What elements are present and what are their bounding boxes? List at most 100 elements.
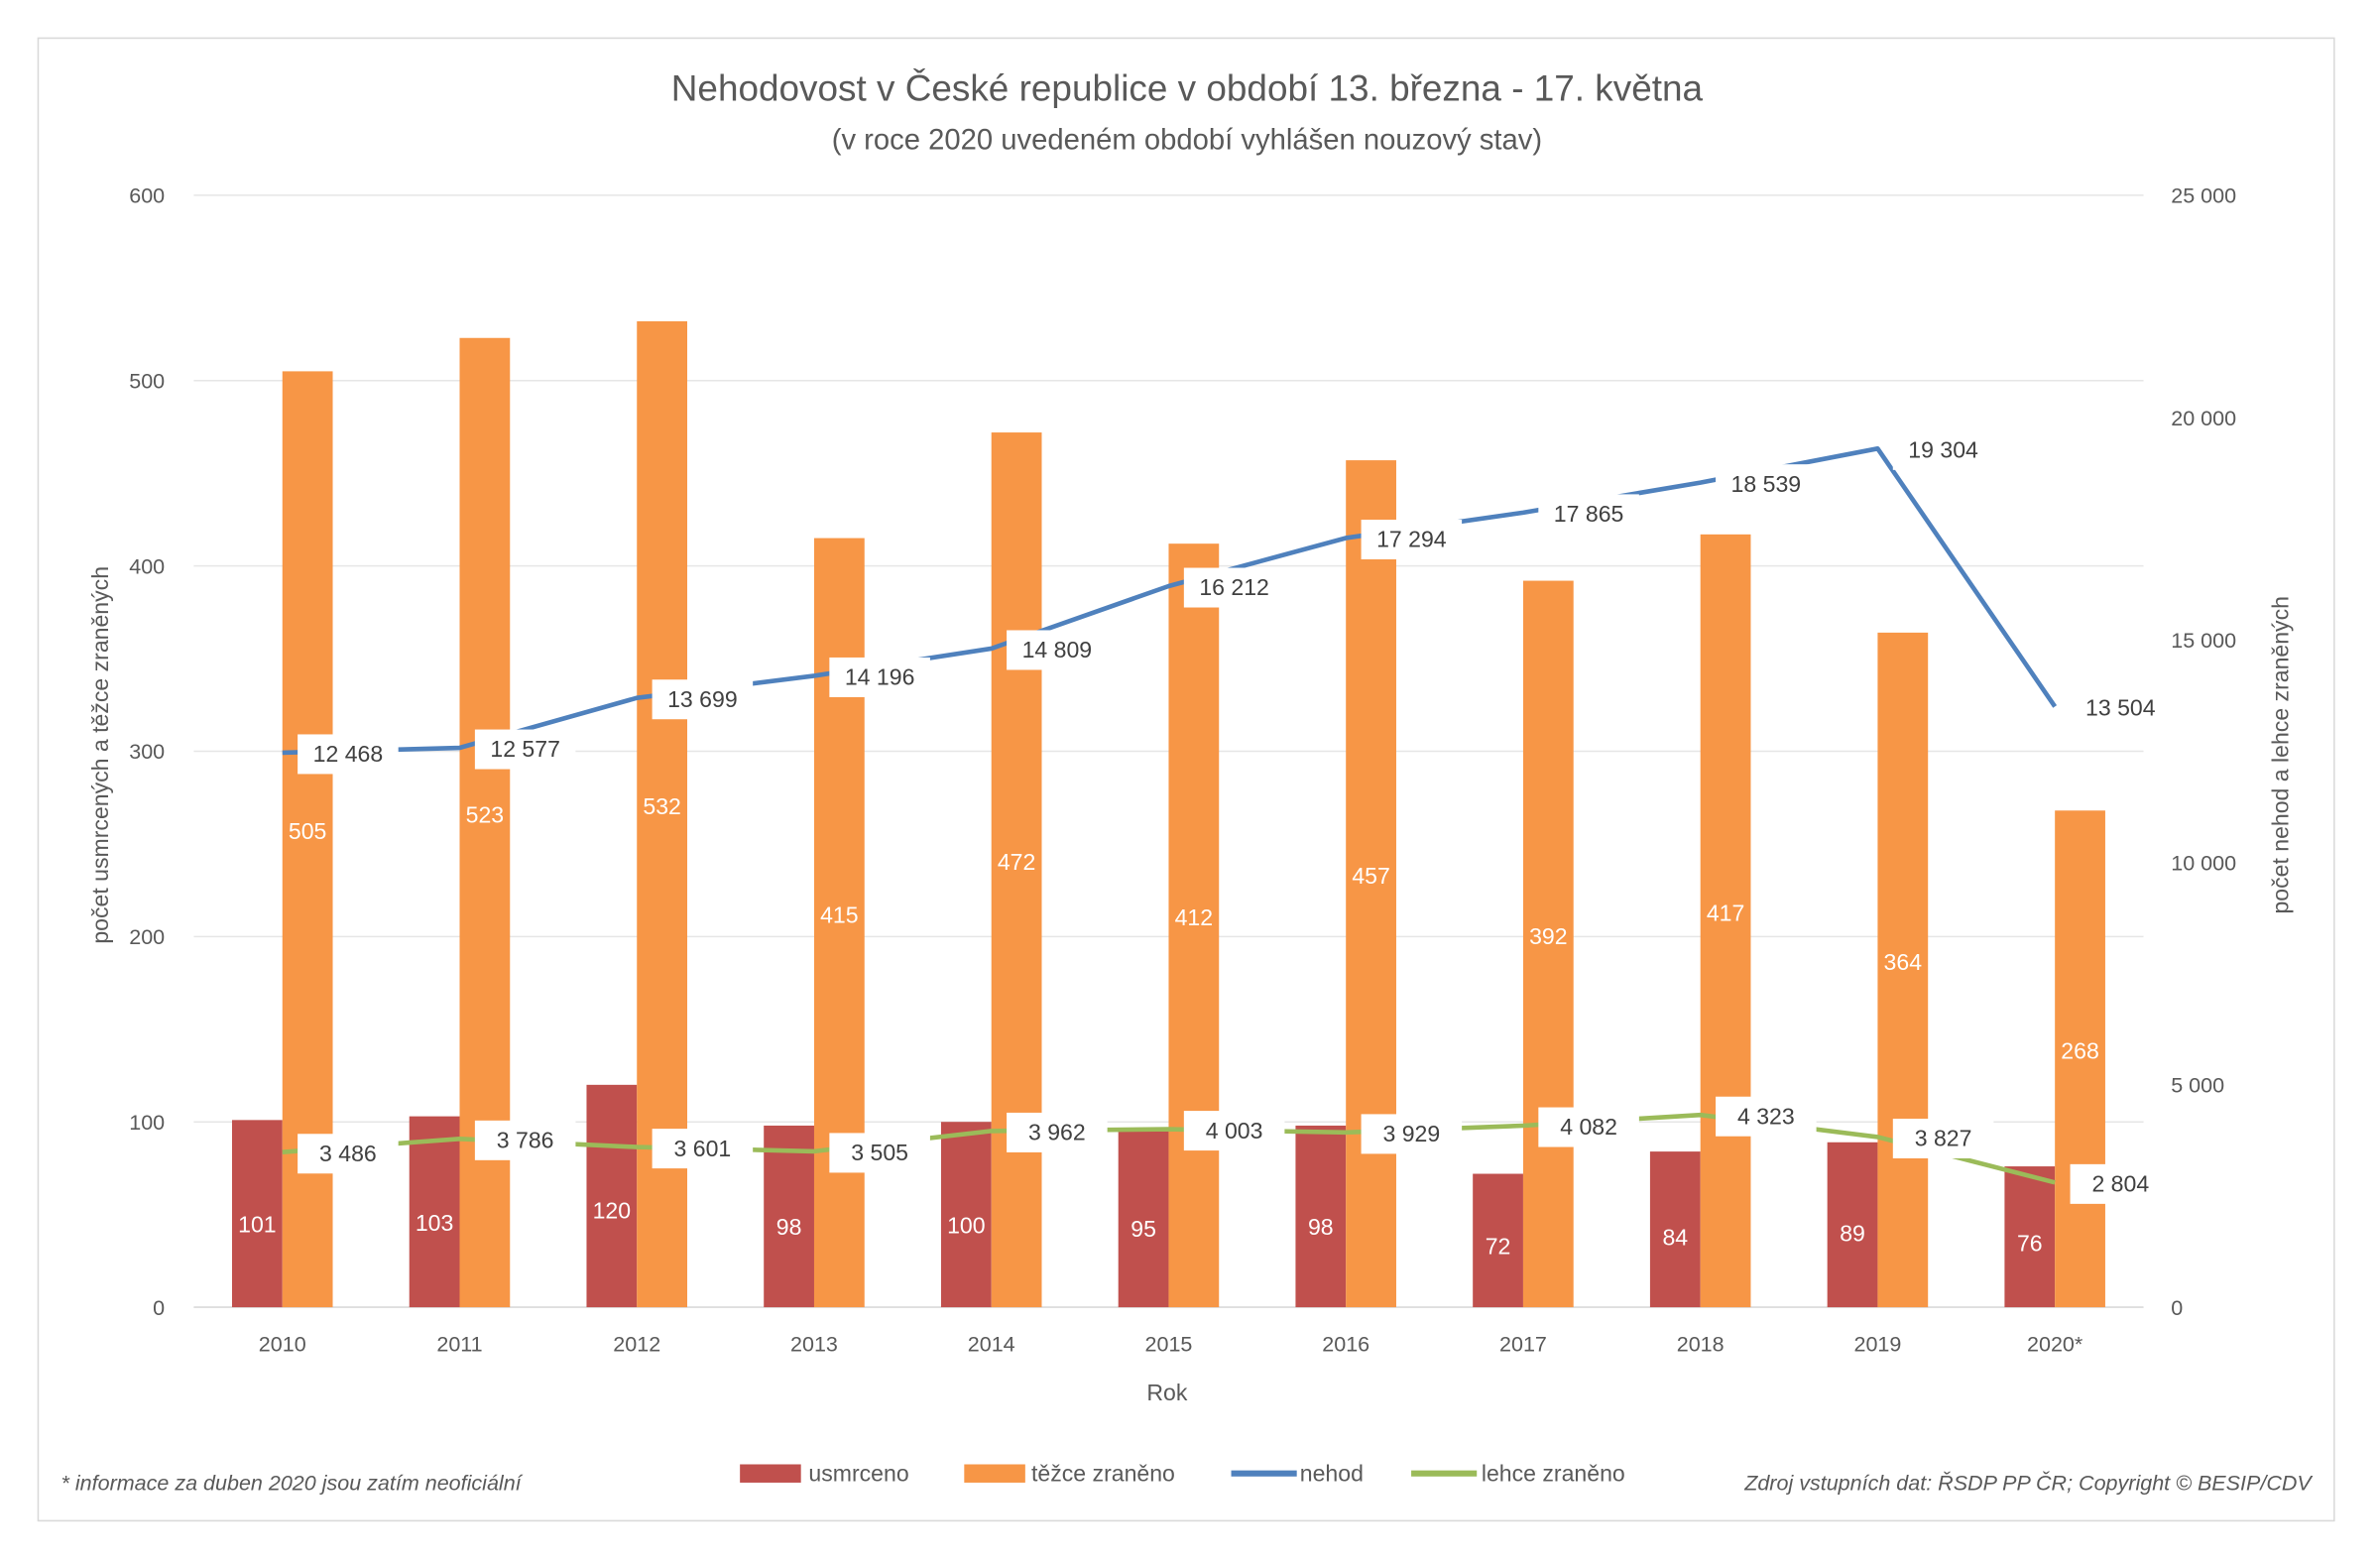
line-label-box (1716, 464, 1817, 505)
bar-usmrceno (1827, 1142, 1878, 1308)
line-label-box (1007, 1112, 1108, 1152)
legend-label-lehce-zraneno: lehce zraněno (1482, 1460, 1625, 1486)
line-data-label: 3 827 (1915, 1126, 1972, 1151)
line-data-label: 2 804 (2091, 1171, 2149, 1197)
line-label-box (1716, 1096, 1817, 1137)
x-tick-label: 2017 (1499, 1333, 1547, 1357)
bar-data-label: 72 (1486, 1233, 1511, 1259)
line-data-label: 3 505 (851, 1140, 908, 1165)
bar-data-label: 364 (1884, 949, 1923, 975)
bar-data-label: 98 (1308, 1214, 1334, 1240)
chart-subtitle: (v roce 2020 uvedeném období vyhlášen no… (832, 125, 1542, 157)
footnote: * informace za duben 2020 jsou zatím neo… (61, 1472, 524, 1496)
left-tick-label: 500 (129, 369, 165, 393)
line-label-box (2070, 1163, 2172, 1204)
left-tick-label: 400 (129, 554, 165, 578)
bar-data-label: 472 (998, 849, 1035, 875)
line-data-label: 4 003 (1206, 1118, 1263, 1144)
left-tick-label: 300 (129, 740, 165, 764)
bar-usmrceno (1118, 1131, 1169, 1308)
line-label-box (474, 1120, 576, 1160)
bar-data-label: 98 (776, 1214, 802, 1240)
line-data-label: 13 504 (2085, 695, 2156, 721)
bar-data-label: 457 (1352, 863, 1389, 889)
line-label-box (474, 729, 576, 770)
bar-data-label: 95 (1130, 1216, 1156, 1242)
bar-data-label: 532 (643, 793, 680, 819)
x-tick-label: 2015 (1145, 1333, 1193, 1357)
line-label-box (1361, 1114, 1463, 1154)
x-tick-label: 2016 (1322, 1333, 1369, 1357)
bar-data-label: 89 (1840, 1221, 1865, 1247)
legend-label-tezce-zraneno: těžce zraněno (1031, 1460, 1175, 1486)
line-data-label: 3 486 (319, 1141, 377, 1166)
bar-data-label: 268 (2061, 1038, 2098, 1064)
right-tick-label: 25 000 (2171, 184, 2236, 208)
left-axis-title: počet usmrcených a těžce zraněných (87, 566, 113, 944)
bar-usmrceno (1473, 1173, 1523, 1308)
left-tick-label: 100 (129, 1111, 165, 1135)
line-data-label: 13 699 (667, 686, 738, 712)
line-label-box (1007, 630, 1108, 670)
x-tick-label: 2013 (790, 1333, 838, 1357)
line-label-box (1361, 520, 1463, 559)
bar-data-label: 412 (1175, 904, 1213, 930)
bar-data-label: 415 (820, 902, 858, 927)
line-data-label: 3 962 (1028, 1120, 1086, 1145)
bar-data-label: 101 (238, 1212, 276, 1238)
bar-usmrceno (1295, 1125, 1347, 1308)
line-data-label: 3 929 (1382, 1121, 1440, 1146)
line-data-label: 12 468 (313, 741, 384, 767)
legend: usmrceno těžce zraněno nehod lehce zraně… (740, 1460, 1625, 1486)
line-data-label: 14 809 (1022, 637, 1093, 662)
line-label-box (1892, 1118, 1994, 1158)
line-data-label: 17 294 (1376, 527, 1447, 552)
line-label-box (1183, 567, 1285, 608)
left-tick-label: 600 (129, 184, 165, 208)
x-axis-title: Rok (1146, 1380, 1187, 1405)
right-tick-label: 15 000 (2171, 629, 2236, 653)
bar-usmrceno (2004, 1166, 2056, 1308)
right-tick-label: 20 000 (2171, 407, 2236, 430)
bar-usmrceno (586, 1084, 638, 1308)
x-tick-label: 2012 (613, 1333, 660, 1357)
line-label-box (2070, 687, 2172, 728)
x-tick-label: 2018 (1677, 1333, 1725, 1357)
bar-data-label: 523 (466, 801, 504, 827)
line-label-box (1892, 429, 1994, 470)
line-data-label: 14 196 (845, 664, 915, 690)
bar-tezce-zraneno (1522, 580, 1574, 1308)
bar-data-label: 392 (1529, 923, 1567, 949)
bar-usmrceno (940, 1122, 992, 1308)
left-tick-label: 200 (129, 925, 165, 949)
line-data-label: 17 865 (1554, 501, 1624, 527)
left-tick-label: 0 (153, 1296, 165, 1320)
line-data-label: 3 786 (497, 1128, 554, 1153)
line-data-label: 16 212 (1199, 574, 1269, 600)
bar-data-label: 76 (2017, 1230, 2043, 1256)
line-label-box (1538, 494, 1639, 535)
legend-swatch-usmrceno (740, 1464, 801, 1483)
line-label-box (298, 1134, 399, 1174)
legend-label-usmrceno: usmrceno (808, 1460, 908, 1486)
x-tick-label: 2014 (968, 1333, 1015, 1357)
line-data-label: 12 577 (490, 736, 560, 762)
line-data-label: 3 601 (674, 1136, 732, 1161)
chart-title: Nehodovost v České republice v období 13… (671, 68, 1704, 109)
line-label-box (298, 734, 399, 775)
bar-tezce-zraneno (1700, 534, 1751, 1308)
bar-usmrceno (231, 1120, 283, 1308)
bar-tezce-zraneno (2055, 810, 2105, 1308)
line-label-box (829, 657, 930, 697)
right-tick-label: 10 000 (2171, 851, 2236, 875)
bar-data-label: 84 (1662, 1224, 1688, 1250)
bar-data-label: 120 (593, 1197, 631, 1223)
x-tick-label: 2011 (436, 1333, 482, 1357)
x-tick-label: 2019 (1853, 1333, 1901, 1357)
line-data-label: 19 304 (1908, 437, 1978, 463)
right-axis-title: počet nehod a lehce zraněných (2268, 596, 2294, 914)
bar-data-label: 505 (289, 818, 326, 844)
line-data-label: 4 082 (1560, 1114, 1617, 1140)
bar-usmrceno (1649, 1151, 1701, 1308)
bar-tezce-zraneno (991, 432, 1042, 1308)
